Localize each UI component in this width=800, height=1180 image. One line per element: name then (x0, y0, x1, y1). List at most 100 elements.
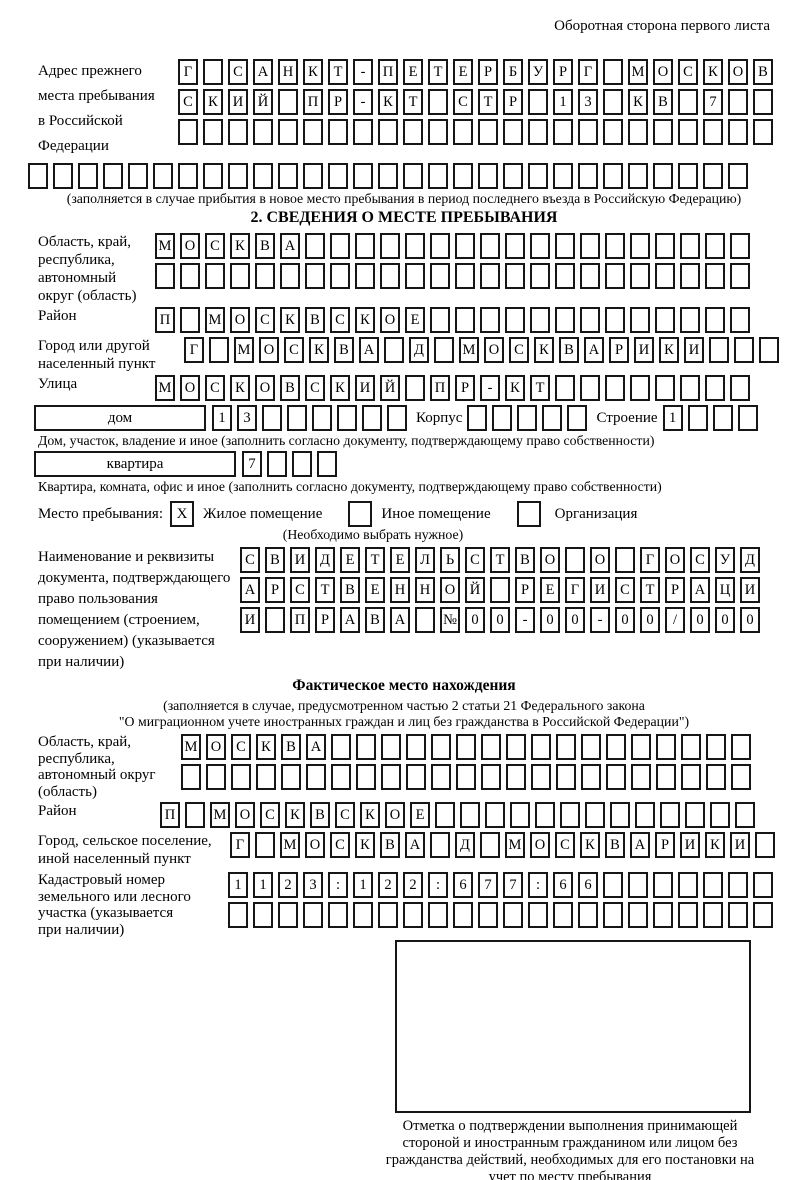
char-box[interactable]: С (178, 89, 198, 115)
char-box[interactable]: У (528, 59, 548, 85)
char-box[interactable] (503, 902, 523, 928)
apartment-type-box[interactable]: квартира (34, 451, 236, 477)
char-box[interactable] (467, 405, 488, 431)
char-box[interactable] (381, 734, 401, 760)
char-box[interactable]: П (430, 375, 450, 401)
char-box[interactable]: А (405, 832, 425, 858)
char-box[interactable] (228, 119, 248, 145)
char-box[interactable]: О (259, 337, 279, 363)
char-box[interactable] (605, 233, 625, 259)
char-box[interactable] (328, 119, 348, 145)
char-box[interactable]: П (160, 802, 180, 828)
char-box[interactable]: И (290, 547, 310, 573)
char-box[interactable]: Й (465, 577, 485, 603)
char-box[interactable]: 1 (253, 872, 273, 898)
char-box[interactable] (530, 307, 550, 333)
char-box[interactable]: М (505, 832, 525, 858)
char-box[interactable]: О (305, 832, 325, 858)
char-box[interactable] (203, 119, 223, 145)
char-box[interactable] (355, 233, 375, 259)
char-box[interactable] (353, 163, 373, 189)
char-box[interactable] (209, 337, 229, 363)
char-box[interactable] (556, 764, 576, 790)
char-box[interactable] (505, 307, 525, 333)
char-box[interactable] (480, 307, 500, 333)
char-box[interactable] (531, 764, 551, 790)
char-box[interactable] (430, 233, 450, 259)
char-box[interactable] (405, 375, 425, 401)
char-box[interactable] (406, 764, 426, 790)
char-box[interactable] (685, 802, 705, 828)
char-box[interactable]: Т (428, 59, 448, 85)
char-box[interactable] (430, 832, 450, 858)
char-box[interactable] (430, 307, 450, 333)
char-box[interactable] (255, 263, 275, 289)
char-box[interactable] (680, 263, 700, 289)
char-box[interactable] (660, 802, 680, 828)
char-box[interactable] (278, 163, 298, 189)
char-box[interactable] (630, 307, 650, 333)
char-box[interactable] (755, 832, 775, 858)
char-box[interactable] (278, 902, 298, 928)
char-box[interactable] (430, 263, 450, 289)
char-box[interactable] (305, 233, 325, 259)
char-box[interactable] (180, 307, 200, 333)
char-box[interactable] (317, 451, 337, 477)
char-box[interactable] (603, 119, 623, 145)
char-box[interactable]: О (530, 832, 550, 858)
char-box[interactable]: Р (328, 89, 348, 115)
char-box[interactable] (278, 89, 298, 115)
char-box[interactable] (655, 307, 675, 333)
char-box[interactable] (230, 263, 250, 289)
char-box[interactable] (603, 902, 623, 928)
char-box[interactable] (728, 163, 748, 189)
char-box[interactable]: Т (365, 547, 385, 573)
char-box[interactable] (128, 163, 148, 189)
char-box[interactable]: Т (640, 577, 660, 603)
char-box[interactable] (555, 375, 575, 401)
char-box[interactable]: О (230, 307, 250, 333)
char-box[interactable] (628, 119, 648, 145)
char-box[interactable] (453, 119, 473, 145)
char-box[interactable] (228, 163, 248, 189)
char-box[interactable]: В (515, 547, 535, 573)
char-box[interactable] (428, 119, 448, 145)
char-box[interactable]: 1 (228, 872, 248, 898)
char-box[interactable]: В (380, 832, 400, 858)
char-box[interactable] (528, 119, 548, 145)
char-box[interactable] (428, 89, 448, 115)
char-box[interactable] (478, 163, 498, 189)
char-box[interactable] (631, 734, 651, 760)
char-box[interactable]: Е (405, 307, 425, 333)
char-box[interactable] (178, 163, 198, 189)
char-box[interactable] (687, 405, 708, 431)
char-box[interactable] (330, 233, 350, 259)
char-box[interactable]: 3 (303, 872, 323, 898)
char-box[interactable] (628, 902, 648, 928)
char-box[interactable]: 0 (540, 607, 560, 633)
char-box[interactable] (287, 405, 307, 431)
char-box[interactable] (678, 902, 698, 928)
char-box[interactable] (603, 872, 623, 898)
char-box[interactable]: К (505, 375, 525, 401)
char-box[interactable]: С (290, 577, 310, 603)
char-box[interactable] (485, 802, 505, 828)
char-box[interactable] (455, 263, 475, 289)
char-box[interactable]: 7 (703, 89, 723, 115)
char-box[interactable]: 0 (565, 607, 585, 633)
char-box[interactable] (185, 802, 205, 828)
char-box[interactable] (581, 734, 601, 760)
stay-other-premises-checkbox[interactable] (348, 501, 373, 527)
char-box[interactable]: 7 (478, 872, 498, 898)
char-box[interactable]: 1 (662, 405, 683, 431)
char-box[interactable]: Р (665, 577, 685, 603)
char-box[interactable] (428, 902, 448, 928)
char-box[interactable]: А (280, 233, 300, 259)
char-box[interactable]: 1 (212, 405, 232, 431)
char-box[interactable]: А (690, 577, 710, 603)
char-box[interactable]: - (515, 607, 535, 633)
char-box[interactable] (403, 902, 423, 928)
char-box[interactable] (256, 764, 276, 790)
char-box[interactable] (337, 405, 357, 431)
char-box[interactable] (455, 307, 475, 333)
